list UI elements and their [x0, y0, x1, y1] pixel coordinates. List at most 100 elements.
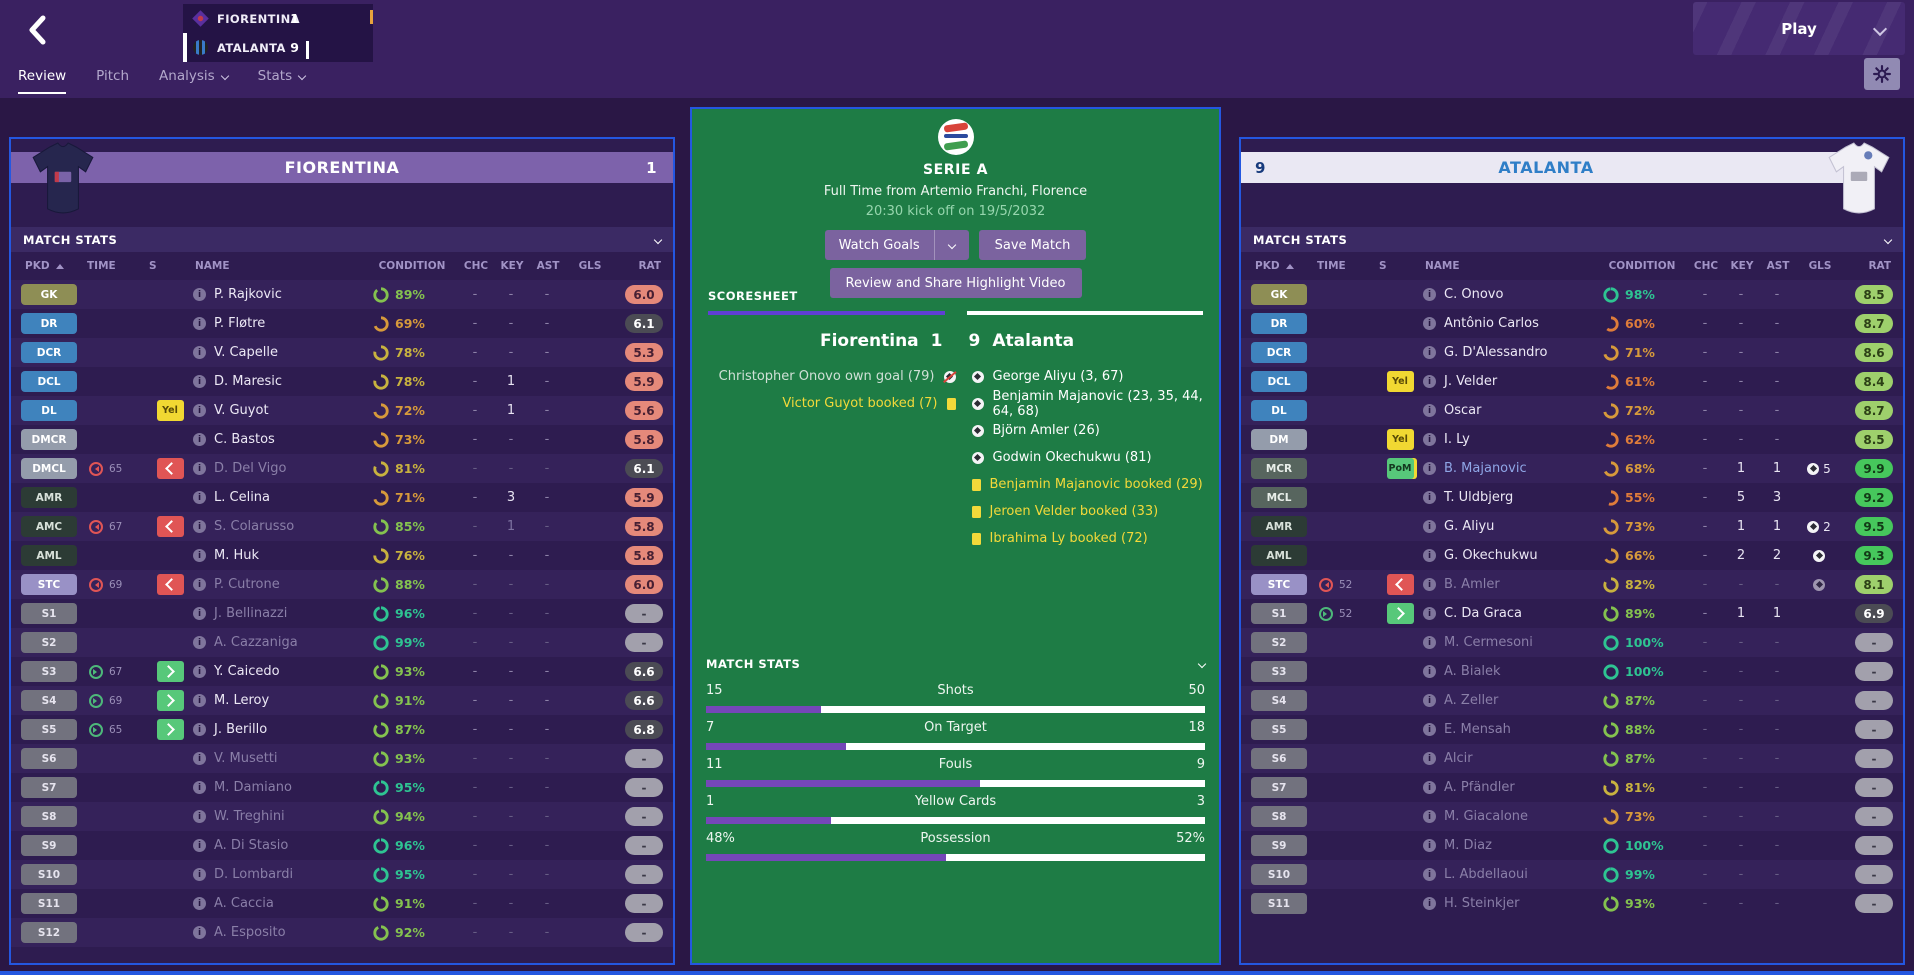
review-share-highlight-button[interactable]: Review and Share Highlight Video [829, 268, 1082, 298]
player-row[interactable]: DCR i G. D'Alessandro 71% - - - 8.6 [1241, 338, 1903, 367]
player-name[interactable]: D. Lombardi [214, 867, 294, 882]
player-name[interactable]: M. Leroy [214, 693, 270, 708]
column-header-key[interactable]: KEY [493, 260, 529, 272]
player-name[interactable]: C. Da Graca [1444, 606, 1522, 621]
info-icon[interactable]: i [1423, 346, 1436, 359]
player-name[interactable]: V. Guyot [214, 403, 269, 418]
info-icon[interactable]: i [193, 346, 206, 359]
save-match-button[interactable]: Save Match [978, 230, 1087, 260]
column-header-pkd[interactable]: PKD [1241, 260, 1315, 272]
player-name[interactable]: S. Colarusso [214, 519, 295, 534]
player-name[interactable]: D. Maresic [214, 374, 283, 389]
player-row[interactable]: DL Yel i V. Guyot 72% - 1 - 5.6 [11, 396, 673, 425]
tab-stats[interactable]: Stats [258, 64, 307, 94]
scoresheet-event[interactable]: Björn Amler (26) [971, 417, 1204, 444]
player-name[interactable]: E. Mensah [1444, 722, 1511, 737]
player-name[interactable]: Y. Caicedo [214, 664, 280, 679]
watch-goals-dropdown[interactable] [935, 230, 969, 260]
scorebox-away-row[interactable]: ATALANTA 9 [183, 33, 373, 62]
player-name[interactable]: D. Del Vigo [214, 461, 287, 476]
column-header-rat[interactable]: RAT [1843, 260, 1903, 272]
info-icon[interactable]: i [193, 520, 206, 533]
back-button[interactable] [20, 12, 54, 48]
player-row[interactable]: AMR i G. Aliyu 73% - 1 1 2 9.5 [1241, 512, 1903, 541]
column-header-chc[interactable]: CHC [1687, 260, 1723, 272]
info-icon[interactable]: i [193, 288, 206, 301]
player-name[interactable]: G. Aliyu [1444, 519, 1495, 534]
player-name[interactable]: V. Capelle [214, 345, 278, 360]
info-icon[interactable]: i [193, 636, 206, 649]
player-row[interactable]: S8 i M. Giacalone 73% - - - - [1241, 802, 1903, 831]
info-icon[interactable]: i [1423, 549, 1436, 562]
player-name[interactable]: M. Giacalone [1444, 809, 1529, 824]
info-icon[interactable]: i [193, 810, 206, 823]
scoreline-away-team[interactable]: Atalanta [992, 331, 1075, 351]
info-icon[interactable]: i [193, 752, 206, 765]
player-name[interactable]: Alcir [1444, 751, 1473, 766]
info-icon[interactable]: i [193, 491, 206, 504]
player-name[interactable]: V. Musetti [214, 751, 278, 766]
column-header-key[interactable]: KEY [1723, 260, 1759, 272]
scoresheet-event[interactable]: George Aliyu (3, 67) [971, 363, 1204, 390]
player-name[interactable]: G. Okechukwu [1444, 548, 1538, 563]
player-row[interactable]: S4 69 i M. Leroy 91% - - - 6.6 [11, 686, 673, 715]
player-row[interactable]: S7 i M. Damiano 95% - - - - [11, 773, 673, 802]
column-header-gls[interactable]: GLS [1795, 260, 1843, 272]
player-row[interactable]: MCL i T. Uldbjerg 55% - 5 3 9.2 [1241, 483, 1903, 512]
player-row[interactable]: S1 52 i C. Da Graca 89% - 1 1 6.9 [1241, 599, 1903, 628]
player-name[interactable]: J. Velder [1444, 374, 1498, 389]
player-name[interactable]: G. D'Alessandro [1444, 345, 1548, 360]
player-row[interactable]: S3 67 i Y. Caicedo 93% - - - 6.6 [11, 657, 673, 686]
column-header-ast[interactable]: AST [529, 260, 565, 272]
player-row[interactable]: S7 i A. Pfändler 81% - - - - [1241, 773, 1903, 802]
player-row[interactable]: S9 i A. Di Stasio 96% - - - - [11, 831, 673, 860]
scoresheet-event[interactable]: Jeroen Velder booked (33) [971, 498, 1204, 525]
info-icon[interactable]: i [193, 897, 206, 910]
player-row[interactable]: AMC 67 i S. Colarusso 85% - 1 - 5.8 [11, 512, 673, 541]
player-row[interactable]: S1 i J. Bellinazzi 96% - - - - [11, 599, 673, 628]
player-name[interactable]: P. Fløtre [214, 316, 266, 331]
info-icon[interactable]: i [1423, 288, 1436, 301]
player-name[interactable]: W. Treghini [214, 809, 285, 824]
player-name[interactable]: J. Bellinazzi [214, 606, 288, 621]
info-icon[interactable]: i [193, 839, 206, 852]
info-icon[interactable]: i [193, 549, 206, 562]
player-row[interactable]: S6 i Alcir 87% - - - - [1241, 744, 1903, 773]
info-icon[interactable]: i [1423, 723, 1436, 736]
away-match-stats-header[interactable]: MATCH STATS [1241, 227, 1903, 252]
player-row[interactable]: DMCL 65 i D. Del Vigo 81% - - - 6.1 [11, 454, 673, 483]
player-name[interactable]: B. Amler [1444, 577, 1500, 592]
player-row[interactable]: S6 i V. Musetti 93% - - - - [11, 744, 673, 773]
column-header-gls[interactable]: GLS [565, 260, 613, 272]
scoresheet-event[interactable]: Benjamin Majanovic booked (29) [971, 471, 1204, 498]
info-icon[interactable]: i [193, 607, 206, 620]
info-icon[interactable]: i [1423, 810, 1436, 823]
scoresheet-event[interactable]: Benjamin Majanovic (23, 35, 44, 64, 68) [971, 389, 1204, 419]
player-row[interactable]: S5 65 i J. Berillo 87% - - - 6.8 [11, 715, 673, 744]
column-header-ast[interactable]: AST [1759, 260, 1795, 272]
match-stats-compare-header[interactable]: MATCH STATS [692, 652, 1219, 676]
column-header-chc[interactable]: CHC [457, 260, 493, 272]
info-icon[interactable]: i [193, 694, 206, 707]
player-row[interactable]: STC 52 i B. Amler 82% - - - 8.1 [1241, 570, 1903, 599]
column-header-rat[interactable]: RAT [613, 260, 673, 272]
info-icon[interactable]: i [193, 926, 206, 939]
player-row[interactable]: S11 i A. Caccia 91% - - - - [11, 889, 673, 918]
info-icon[interactable]: i [1423, 607, 1436, 620]
player-row[interactable]: DCR i V. Capelle 78% - - - 5.3 [11, 338, 673, 367]
info-icon[interactable]: i [193, 375, 206, 388]
player-row[interactable]: S10 i L. Abdellaoui 99% - - - - [1241, 860, 1903, 889]
player-row[interactable]: S11 i H. Steinkjer 93% - - - - [1241, 889, 1903, 918]
info-icon[interactable]: i [1423, 752, 1436, 765]
scoresheet-event[interactable]: Godwin Okechukwu (81) [971, 444, 1204, 471]
column-header-time[interactable]: TIME [1315, 260, 1377, 272]
play-button[interactable]: Play [1693, 2, 1905, 55]
info-icon[interactable]: i [193, 723, 206, 736]
info-icon[interactable]: i [1423, 665, 1436, 678]
settings-gear-button[interactable] [1864, 58, 1900, 90]
player-name[interactable]: A. Bialek [1444, 664, 1501, 679]
player-row[interactable]: GK i C. Onovo 98% - - - 8.5 [1241, 280, 1903, 309]
player-row[interactable]: DL i Oscar 72% - - - 8.7 [1241, 396, 1903, 425]
player-row[interactable]: S10 i D. Lombardi 95% - - - - [11, 860, 673, 889]
info-icon[interactable]: i [193, 578, 206, 591]
